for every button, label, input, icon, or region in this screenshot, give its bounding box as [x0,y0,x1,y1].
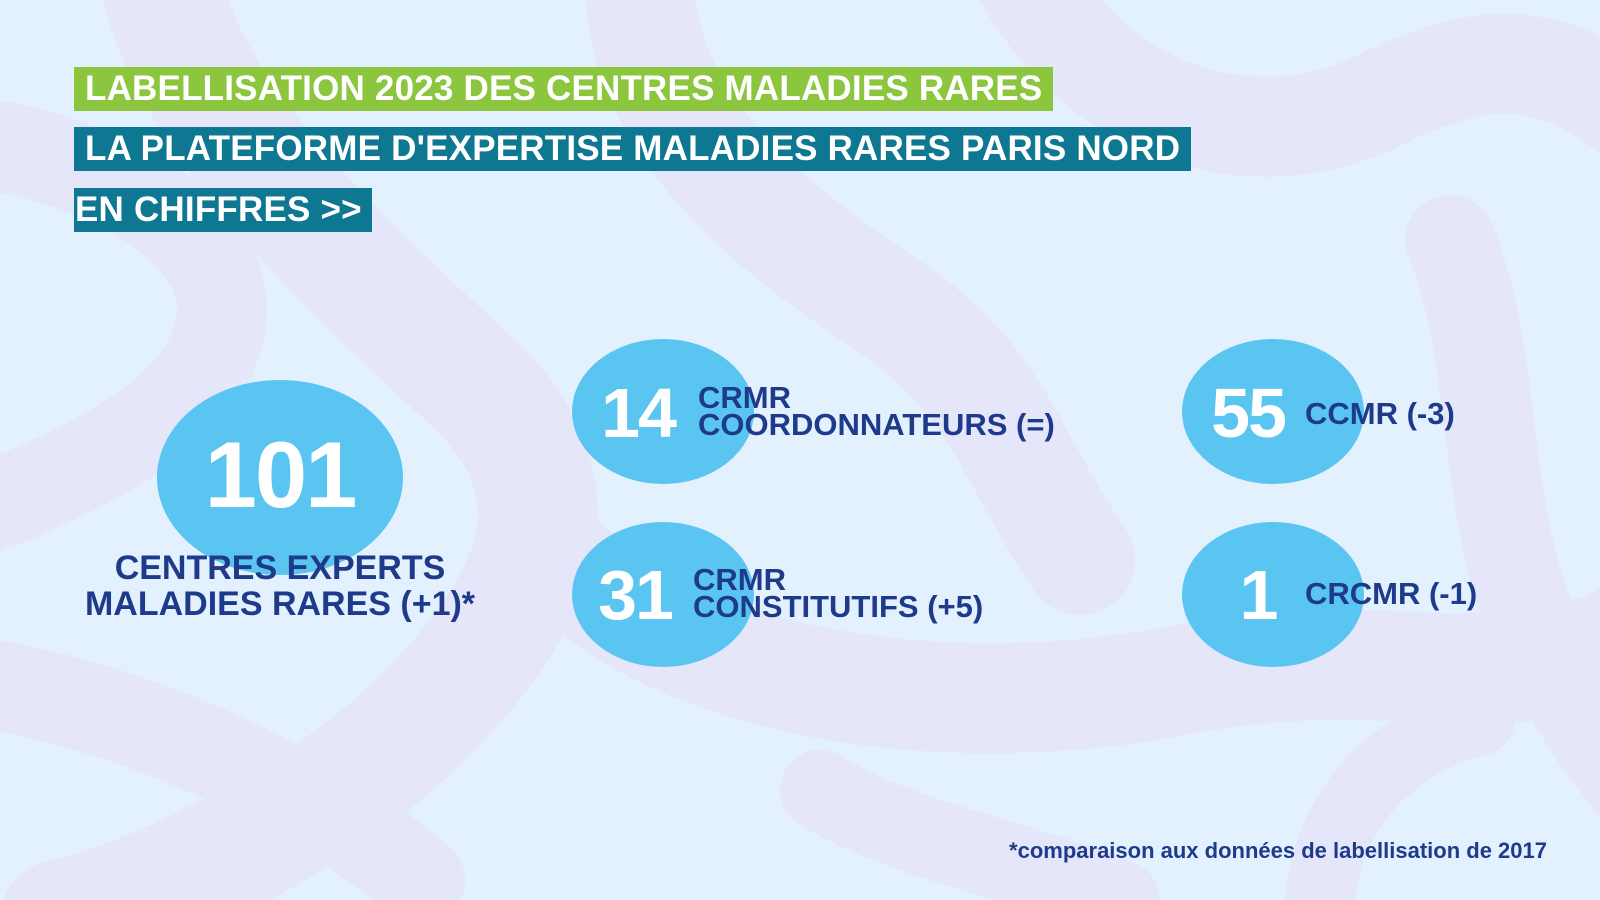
footnote: *comparaison aux données de labellisatio… [1009,838,1547,863]
stat-bubble-crcmr [1182,522,1364,667]
stat-label-crmr-constitutifs-line2: CONSTITUTIFS (+5) [693,589,984,624]
stat-label-ccmr: CCMR (-3) [1305,396,1455,431]
stat-value-crmr-constitutifs: 31 [598,556,674,634]
stat-value-crmr-coordonnateurs: 14 [601,374,677,452]
header-title-line-1: LABELLISATION 2023 DES CENTRES MALADIES … [74,67,1054,111]
stat-label-crmr-coordonnateurs: CRMR COORDONNATEURS (=) [698,380,1055,442]
stat-label-crmr-coordonnateurs-line1: CRMR [698,380,791,415]
stat-label-crmr-constitutifs: CRMR CONSTITUTIFS (+5) [693,562,984,624]
header-title-line-3: EN CHIFFRES >> [74,188,372,232]
stat-bubble-crmr-coordonnateurs [572,339,754,484]
stat-bubble-ccmr [1182,339,1364,484]
stat-label-main: CENTRES EXPERTS MALADIES RARES (+1)* [84,549,476,623]
stat-label-crmr-constitutifs-line1: CRMR [693,562,786,597]
stat-bubble-crmr-constitutifs [572,522,754,667]
stat-label-crmr-coordonnateurs-line2: COORDONNATEURS (=) [698,407,1055,442]
header-title-line-2: LA PLATEFORME D'EXPERTISE MALADIES RARES… [74,127,1192,171]
stat-value-ccmr: 55 [1211,374,1287,452]
stat-value-crcmr: 1 [1239,556,1279,634]
stat-label-crcmr: CRCMR (-1) [1305,576,1478,611]
stat-value-main: 101 [204,422,358,527]
stat-bubble-main [157,380,403,575]
